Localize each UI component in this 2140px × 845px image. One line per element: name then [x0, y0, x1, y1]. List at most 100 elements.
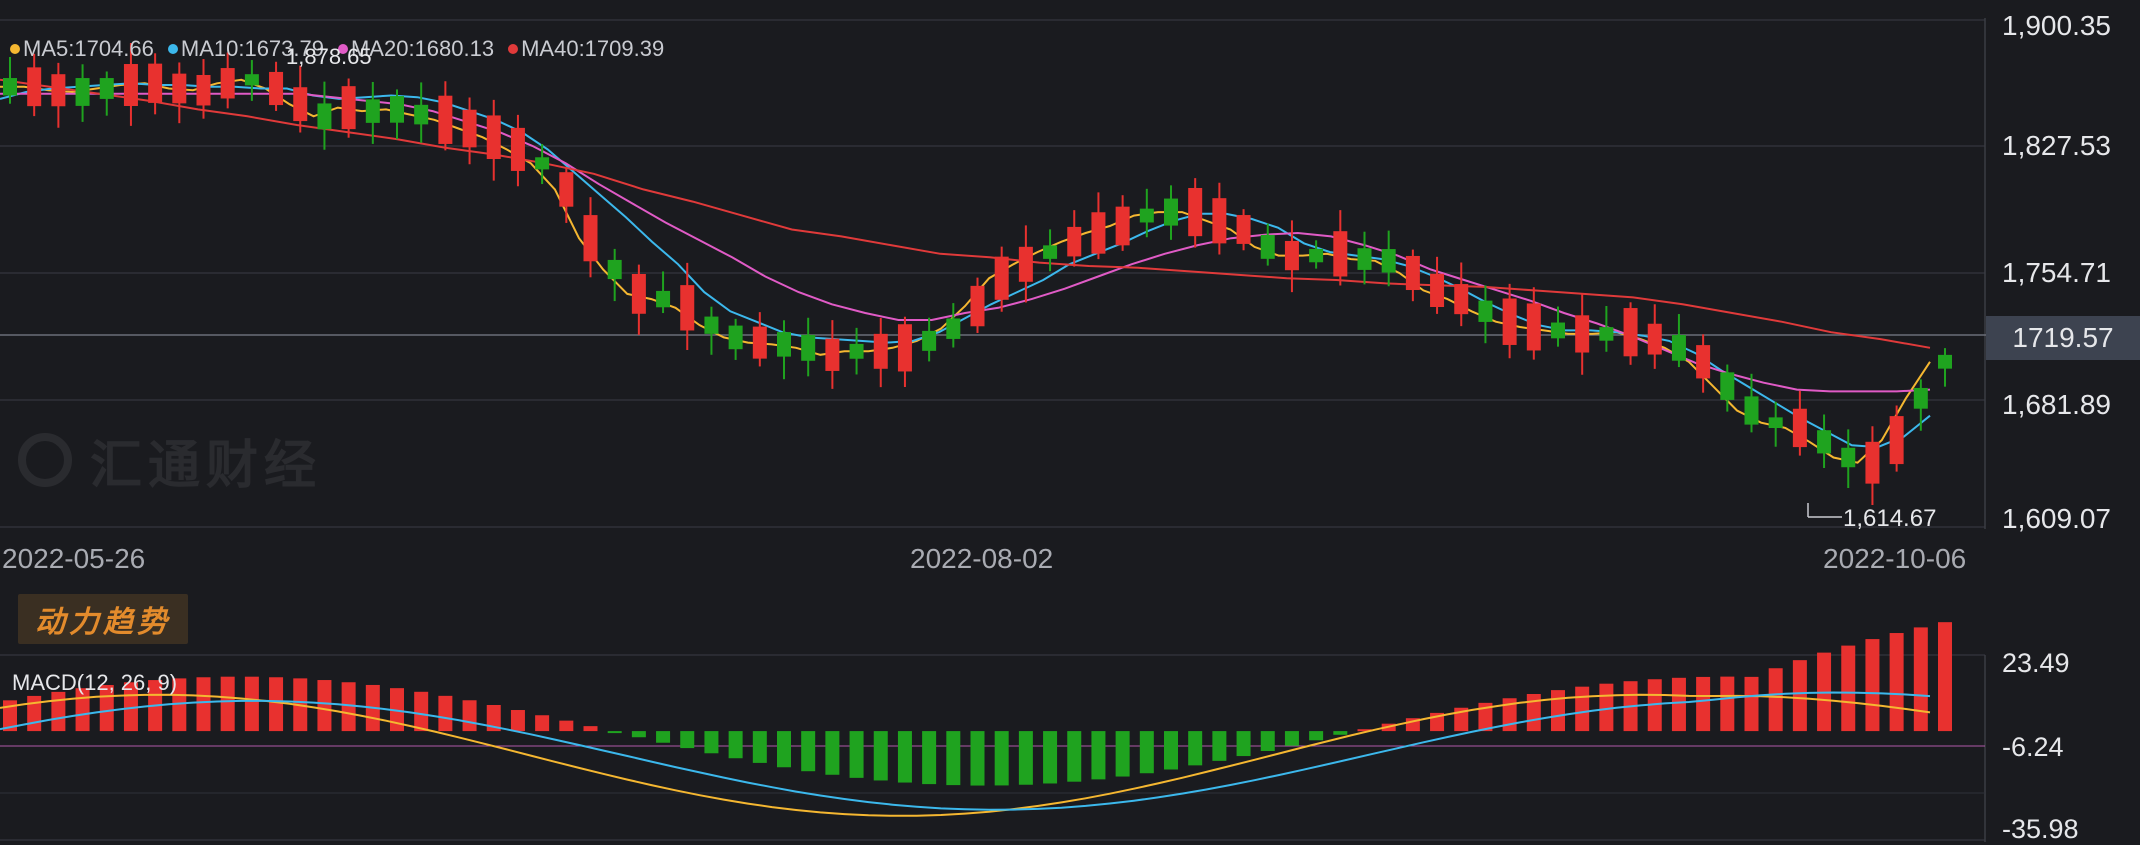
macd-bar [607, 731, 622, 734]
candle-body [1599, 327, 1614, 341]
macd-bar [946, 731, 961, 786]
candle-body [1526, 303, 1541, 351]
candle-body [341, 86, 356, 130]
candle-body [849, 343, 864, 359]
macd-bar [1865, 639, 1880, 732]
macd-bar [1841, 645, 1856, 732]
macd-bar [922, 731, 937, 785]
candle-body [801, 334, 816, 361]
macd-bar [1188, 731, 1203, 766]
macd-bar [873, 731, 888, 781]
grid-lines [0, 18, 2140, 842]
candle-body [486, 115, 501, 160]
macd-bar [704, 731, 719, 754]
macd-bar [1212, 731, 1227, 761]
candle-body [196, 74, 211, 106]
macd-title: MACD(12, 26, 9) [12, 670, 178, 695]
macd-bar [1139, 731, 1154, 774]
macd-bar [1043, 731, 1058, 784]
macd-bar [1720, 676, 1735, 732]
candle-body [365, 99, 380, 123]
legend-ma5: MA5:1704.66 [10, 36, 154, 62]
candle-body [970, 285, 985, 327]
macd-bar [196, 677, 211, 732]
macd-bar [631, 731, 646, 738]
macd-bar [317, 680, 332, 732]
macd-axis-label: -35.98 [2002, 814, 2079, 844]
macd-bar [777, 731, 791, 768]
price-axis-label: 1,754.71 [2002, 257, 2111, 288]
candle-body [897, 324, 912, 372]
ma-legend: MA5:1704.66 MA10:1673.79 MA20:1680.13 MA… [10, 36, 664, 62]
candle-body [1817, 430, 1832, 454]
candle-body [1430, 273, 1445, 308]
candle-body [1381, 249, 1396, 273]
macd-bar [1575, 686, 1590, 732]
macd-bar [1236, 731, 1251, 757]
macd-bar [1333, 731, 1348, 735]
macd-bar [486, 704, 501, 732]
watermark-logo-icon [18, 433, 72, 487]
candle-body [1696, 345, 1711, 379]
macd-bar [3, 700, 17, 732]
watermark: 汇通财经 [18, 425, 358, 495]
candle-body [510, 127, 525, 171]
macd-bar [438, 695, 453, 732]
candle-body [317, 103, 332, 130]
trend-badge[interactable]: 动力趋势 [18, 594, 188, 644]
candle-body [1139, 208, 1154, 223]
macd-bar [51, 691, 66, 732]
macd-axis-label: -6.24 [2002, 732, 2064, 762]
candle-body [1115, 206, 1130, 246]
candle-body [1671, 334, 1686, 361]
candle-body [752, 326, 767, 359]
date-axis-label: 2022-08-02 [910, 543, 1054, 574]
candle-body [1744, 396, 1759, 425]
dif-line [0, 693, 1931, 817]
macd-bar [462, 700, 477, 732]
candle-body [680, 285, 695, 331]
candle-body [99, 78, 114, 99]
macd-bar [414, 691, 429, 732]
candle-body [293, 87, 308, 122]
macd-bar [680, 731, 695, 749]
candle-body [172, 73, 187, 104]
candle-body [1865, 441, 1880, 484]
legend-ma10: MA10:1673.79 [167, 36, 324, 62]
candle-body [244, 74, 259, 86]
macd-bar [1913, 627, 1928, 732]
candle-body [946, 318, 961, 339]
candle-body [1236, 215, 1251, 244]
candle-body [438, 95, 453, 144]
price-axis-label: 1,827.53 [2002, 130, 2111, 161]
candle-body [559, 172, 574, 207]
candle-body [27, 67, 42, 107]
candle-body [1768, 417, 1783, 428]
macd-bar [220, 676, 235, 732]
candle-body [1091, 212, 1106, 254]
candle-body [825, 338, 840, 371]
macd-bar [27, 695, 42, 732]
price-axis-label: 1,609.07 [2002, 503, 2111, 534]
candlesticks [3, 42, 1952, 506]
candle-body [704, 316, 719, 334]
candle-body [123, 64, 138, 106]
candle-body [1913, 387, 1928, 409]
ma-line-ma10 [0, 82, 1931, 449]
macd-bar [341, 682, 356, 732]
candle-body [51, 74, 66, 107]
macd-bar [510, 710, 525, 732]
candle-body [1478, 300, 1493, 322]
macd-bar [1091, 731, 1106, 780]
macd-bar [244, 676, 259, 732]
candle-body [3, 78, 17, 96]
macd-bar [390, 688, 404, 732]
candle-body [1260, 234, 1275, 259]
candle-body [1188, 187, 1203, 237]
candle-body [1720, 372, 1735, 400]
candle-body [1792, 408, 1807, 448]
macd-bar [1744, 676, 1759, 732]
candle-body [631, 273, 646, 314]
macd-indicator [0, 622, 1952, 817]
macd-bar [1067, 731, 1082, 782]
